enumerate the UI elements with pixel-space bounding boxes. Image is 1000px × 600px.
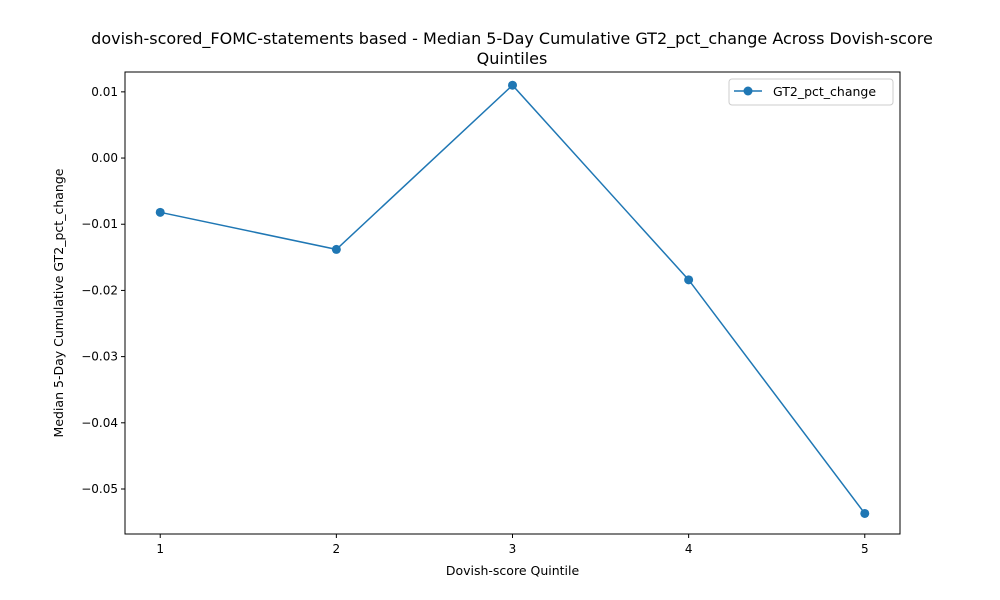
- y-tick-label: −0.02: [81, 283, 118, 297]
- x-tick-label: 1: [156, 542, 164, 556]
- chart-title-line-2: Quintiles: [477, 49, 548, 68]
- legend-box: [728, 78, 894, 106]
- plot-area: [124, 71, 901, 535]
- legend-label: GT2_pct_change: [773, 84, 876, 99]
- x-tick-label: 4: [685, 542, 693, 556]
- x-tick-label: 2: [333, 542, 341, 556]
- data-point: [860, 508, 870, 518]
- x-axis-label: Dovish-score Quintile: [446, 563, 580, 578]
- y-tick-label: 0.01: [91, 85, 118, 99]
- legend: GT2_pct_change: [728, 78, 894, 106]
- x-tick-label: 5: [861, 542, 869, 556]
- x-axis: 1 2 3 4 5: [156, 534, 869, 556]
- x-tick-label: 3: [509, 542, 517, 556]
- y-tick-label: −0.03: [81, 350, 118, 364]
- data-point: [684, 275, 694, 285]
- chart-title-line-1: dovish-scored_FOMC-statements based - Me…: [91, 29, 933, 49]
- data-point: [155, 207, 165, 217]
- data-point: [331, 244, 341, 254]
- legend-marker-swatch: [743, 86, 753, 96]
- chart-title: dovish-scored_FOMC-statements based - Me…: [91, 29, 933, 68]
- y-tick-label: −0.04: [81, 416, 118, 430]
- y-axis-label: Median 5-Day Cumulative GT2_pct_change: [51, 168, 66, 437]
- y-tick-label: −0.01: [81, 217, 118, 231]
- series-layer: [155, 80, 870, 518]
- y-tick-label: −0.05: [81, 482, 118, 496]
- y-axis: 0.01 0.00 −0.01 −0.02 −0.03 −0.04 −0.05: [81, 85, 125, 496]
- series-line: [160, 84, 866, 514]
- y-tick-label: 0.00: [91, 151, 118, 165]
- data-point: [508, 80, 517, 90]
